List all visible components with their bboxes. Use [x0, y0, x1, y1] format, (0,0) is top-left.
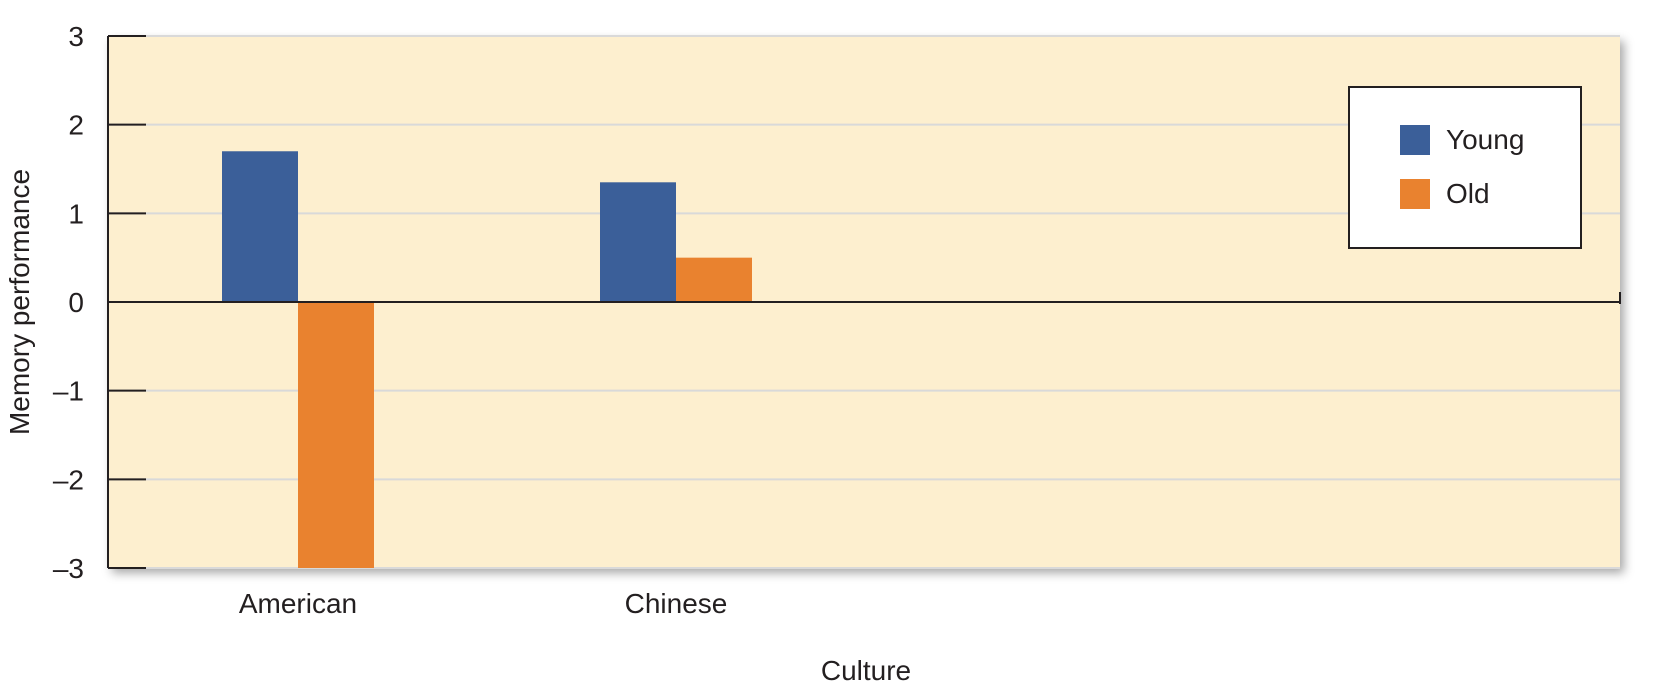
y-tick-label-4: –1 — [53, 376, 84, 407]
legend: Young Old — [1348, 86, 1582, 249]
x-category-labels: American Chinese — [239, 588, 728, 619]
y-tick-label-0: 3 — [68, 21, 84, 52]
y-tick-label-3: 0 — [68, 287, 84, 318]
y-tick-label-5: –2 — [53, 464, 84, 495]
legend-label-old: Old — [1446, 178, 1490, 209]
y-axis-title: Memory performance — [4, 169, 35, 435]
x-axis-title: Culture — [821, 655, 911, 686]
legend-swatch-young — [1400, 125, 1430, 155]
x-category-label-chinese: Chinese — [625, 588, 728, 619]
y-tick-labels: 3 2 1 0 –1 –2 –3 — [53, 21, 84, 584]
y-tick-label-1: 2 — [68, 110, 84, 141]
y-tick-label-6: –3 — [53, 553, 84, 584]
x-category-label-american: American — [239, 588, 357, 619]
legend-label-young: Young — [1446, 124, 1524, 155]
bar-american-old — [298, 302, 374, 568]
bars — [222, 151, 752, 568]
axes — [107, 35, 1621, 569]
legend-swatch-old — [1400, 179, 1430, 209]
legend-box — [1348, 86, 1582, 249]
bar-chinese-young — [600, 182, 676, 302]
bar-chinese-old — [676, 257, 752, 302]
bar-american-young — [222, 151, 298, 302]
y-tick-label-2: 1 — [68, 198, 84, 229]
